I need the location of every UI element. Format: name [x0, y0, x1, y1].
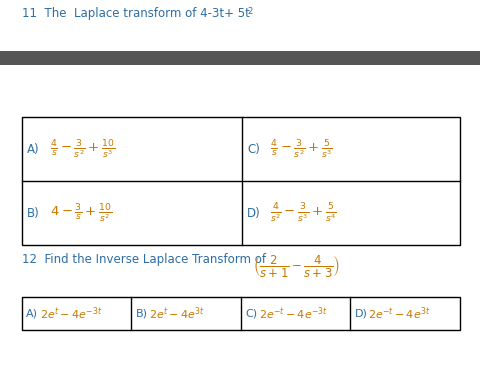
Text: D): D) — [354, 309, 367, 318]
Text: $\frac{4}{s} - \frac{3}{s^2} + \frac{5}{s^3}$: $\frac{4}{s} - \frac{3}{s^2} + \frac{5}{… — [269, 137, 332, 161]
Text: $4 - \frac{3}{s} + \frac{10}{s^2}$: $4 - \frac{3}{s} + \frac{10}{s^2}$ — [50, 201, 112, 225]
Text: 12  Find the Inverse Laplace Transform of: 12 Find the Inverse Laplace Transform of — [22, 253, 269, 266]
Text: 2: 2 — [247, 7, 252, 16]
Bar — [22, 297, 459, 330]
Text: C): C) — [247, 142, 259, 156]
Text: C): C) — [244, 309, 257, 318]
Text: $2e^{-t} - 4e^{3t}$: $2e^{-t} - 4e^{3t}$ — [368, 305, 430, 322]
Text: B): B) — [27, 207, 40, 219]
Text: $2e^{-t} - 4e^{-3t}$: $2e^{-t} - 4e^{-3t}$ — [258, 305, 327, 322]
Text: A): A) — [27, 142, 39, 156]
Text: 11  The  Laplace transform of 4-3t+ 5t: 11 The Laplace transform of 4-3t+ 5t — [22, 7, 249, 20]
Text: D): D) — [247, 207, 260, 219]
Text: B): B) — [135, 309, 147, 318]
Bar — [22, 117, 459, 245]
Text: $2e^{t} - 4e^{-3t}$: $2e^{t} - 4e^{-3t}$ — [40, 305, 102, 322]
Text: $\frac{4}{s^2} - \frac{3}{s^3} + \frac{5}{s^4}$: $\frac{4}{s^2} - \frac{3}{s^3} + \frac{5… — [269, 201, 336, 225]
Text: $\frac{4}{s} - \frac{3}{s^2} + \frac{10}{s^3}$: $\frac{4}{s} - \frac{3}{s^2} + \frac{10}… — [50, 137, 115, 161]
Text: $2e^{t} - 4e^{3t}$: $2e^{t} - 4e^{3t}$ — [149, 305, 205, 322]
Bar — [0, 51, 480, 65]
Text: A): A) — [26, 309, 38, 318]
Text: $\left(\dfrac{2}{s+1} - \dfrac{4}{s+3}\right)$: $\left(\dfrac{2}{s+1} - \dfrac{4}{s+3}\r… — [252, 253, 339, 279]
